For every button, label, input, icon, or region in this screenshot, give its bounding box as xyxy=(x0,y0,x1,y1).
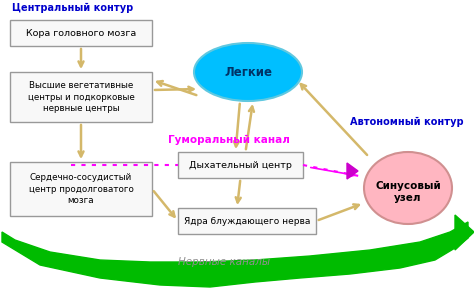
Text: Легкие: Легкие xyxy=(224,65,272,78)
Polygon shape xyxy=(347,163,358,179)
Text: Дыхательный центр: Дыхательный центр xyxy=(189,160,292,170)
Text: Центральный контур: Центральный контур xyxy=(12,3,133,13)
Polygon shape xyxy=(455,215,474,250)
Text: Сердечно-сосудистый
центр продолговатого
мозга: Сердечно-сосудистый центр продолговатого… xyxy=(28,173,134,205)
Text: Ядра блуждающего нерва: Ядра блуждающего нерва xyxy=(184,216,310,226)
FancyBboxPatch shape xyxy=(178,208,316,234)
Text: Гуморальный канал: Гуморальный канал xyxy=(168,135,290,145)
FancyBboxPatch shape xyxy=(10,72,152,122)
Ellipse shape xyxy=(364,152,452,224)
Text: Автономный контур: Автономный контур xyxy=(350,117,464,127)
Ellipse shape xyxy=(194,43,302,101)
FancyBboxPatch shape xyxy=(10,20,152,46)
Text: Нервные каналы: Нервные каналы xyxy=(178,257,270,267)
FancyBboxPatch shape xyxy=(10,162,152,216)
Text: Синусовый
узел: Синусовый узел xyxy=(375,181,441,203)
Text: Кора головного мозга: Кора головного мозга xyxy=(26,28,136,38)
Text: Высшие вегетативные
центры и подкорковые
нервные центры: Высшие вегетативные центры и подкорковые… xyxy=(27,81,134,112)
Polygon shape xyxy=(2,222,468,287)
FancyBboxPatch shape xyxy=(178,152,303,178)
